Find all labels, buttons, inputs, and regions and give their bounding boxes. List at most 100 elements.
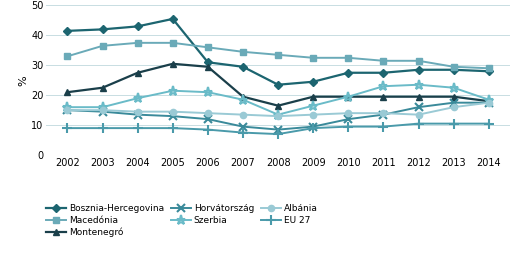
Szerbia xyxy=(169,89,176,92)
Bosznia-Hercegovina xyxy=(205,61,211,64)
Horvátország xyxy=(99,110,106,113)
Bosznia-Hercegovina xyxy=(275,83,281,86)
Horvátország xyxy=(134,113,141,116)
EU 27 xyxy=(416,122,422,125)
EU 27 xyxy=(381,125,387,128)
Line: Montenegró: Montenegró xyxy=(64,60,492,109)
Bosznia-Hercegovina xyxy=(345,71,351,74)
Albánia xyxy=(240,113,246,116)
Albánia xyxy=(486,101,492,104)
Horvátország xyxy=(205,118,211,121)
Montenegró xyxy=(345,95,351,98)
EU 27 xyxy=(240,131,246,134)
Szerbia xyxy=(345,95,351,98)
Szerbia xyxy=(134,97,141,100)
Bosznia-Hercegovina xyxy=(99,28,106,31)
Szerbia xyxy=(64,106,71,109)
Macedónia xyxy=(64,55,71,58)
Line: Macedónia: Macedónia xyxy=(64,40,492,71)
Line: Horvátország: Horvátország xyxy=(63,99,493,134)
Montenegró xyxy=(486,100,492,103)
Bosznia-Hercegovina xyxy=(451,68,457,72)
Bosznia-Hercegovina xyxy=(134,25,141,28)
Line: Szerbia: Szerbia xyxy=(63,80,493,119)
Albánia xyxy=(310,113,316,116)
Montenegró xyxy=(64,91,71,94)
Albánia xyxy=(99,109,106,112)
Bosznia-Hercegovina xyxy=(169,17,176,21)
Horvátország xyxy=(416,106,422,109)
Albánia xyxy=(416,113,422,116)
Horvátország xyxy=(486,101,492,104)
Macedónia xyxy=(416,59,422,63)
Macedónia xyxy=(381,59,387,63)
Albánia xyxy=(381,112,387,115)
Montenegró xyxy=(134,71,141,74)
Montenegró xyxy=(416,95,422,98)
EU 27 xyxy=(486,122,492,125)
Montenegró xyxy=(451,95,457,98)
Bosznia-Hercegovina xyxy=(240,65,246,69)
Macedónia xyxy=(275,53,281,57)
Bosznia-Hercegovina xyxy=(310,80,316,83)
Montenegró xyxy=(275,104,281,107)
Szerbia xyxy=(205,91,211,94)
Line: Bosznia-Hercegovina: Bosznia-Hercegovina xyxy=(64,16,492,88)
Macedónia xyxy=(451,65,457,69)
Montenegró xyxy=(240,95,246,98)
Montenegró xyxy=(169,62,176,65)
Szerbia xyxy=(486,98,492,101)
Bosznia-Hercegovina xyxy=(486,70,492,73)
EU 27 xyxy=(205,128,211,131)
Montenegró xyxy=(310,95,316,98)
Macedónia xyxy=(205,46,211,49)
EU 27 xyxy=(275,132,281,136)
Szerbia xyxy=(381,85,387,88)
Horvátország xyxy=(64,109,71,112)
Szerbia xyxy=(451,86,457,89)
Albánia xyxy=(205,112,211,115)
Macedónia xyxy=(310,56,316,60)
Szerbia xyxy=(99,106,106,109)
Albánia xyxy=(64,109,71,112)
Szerbia xyxy=(416,83,422,86)
Macedónia xyxy=(345,56,351,60)
Macedónia xyxy=(169,41,176,44)
Y-axis label: %: % xyxy=(19,75,28,86)
EU 27 xyxy=(345,125,351,128)
Bosznia-Hercegovina xyxy=(64,29,71,33)
Horvátország xyxy=(275,128,281,131)
Montenegró xyxy=(381,95,387,98)
Horvátország xyxy=(451,101,457,104)
EU 27 xyxy=(99,126,106,130)
EU 27 xyxy=(134,126,141,130)
Albánia xyxy=(345,112,351,115)
Macedónia xyxy=(240,50,246,53)
Albánia xyxy=(134,110,141,113)
Macedónia xyxy=(486,67,492,70)
EU 27 xyxy=(310,126,316,130)
Albánia xyxy=(451,106,457,109)
EU 27 xyxy=(451,122,457,125)
Horvátország xyxy=(381,113,387,116)
Szerbia xyxy=(310,104,316,107)
Legend: Bosznia-Hercegovina, Macedónia, Montenegró, Horvátország, Szerbia, Albánia, EU 2: Bosznia-Hercegovina, Macedónia, Monteneg… xyxy=(46,205,318,237)
Bosznia-Hercegovina xyxy=(381,71,387,74)
Montenegró xyxy=(205,65,211,69)
Horvátország xyxy=(345,118,351,121)
Albánia xyxy=(169,110,176,113)
Line: Albánia: Albánia xyxy=(64,100,492,119)
Szerbia xyxy=(275,113,281,116)
Horvátország xyxy=(310,125,316,128)
Albánia xyxy=(275,115,281,118)
Szerbia xyxy=(240,98,246,101)
Horvátország xyxy=(169,115,176,118)
Line: EU 27: EU 27 xyxy=(63,119,493,139)
EU 27 xyxy=(169,126,176,130)
Montenegró xyxy=(99,86,106,89)
EU 27 xyxy=(64,126,71,130)
Macedónia xyxy=(99,44,106,47)
Macedónia xyxy=(134,41,141,44)
Horvátország xyxy=(240,125,246,128)
Bosznia-Hercegovina xyxy=(416,68,422,72)
